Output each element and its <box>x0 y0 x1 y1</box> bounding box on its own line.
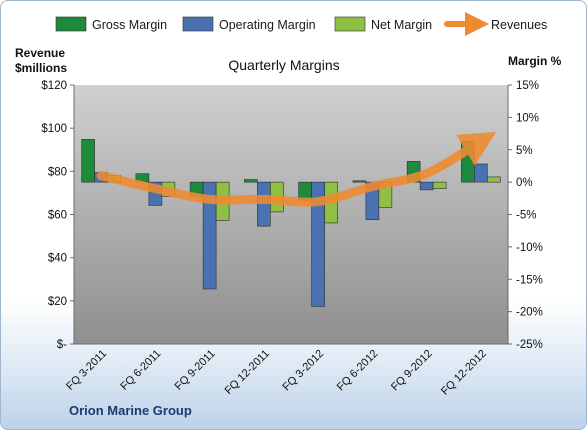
right-axis-title: Margin % <box>508 54 562 68</box>
right-tick-label: -15% <box>516 274 543 286</box>
bar-gross-margin <box>81 139 95 183</box>
bar-operating-margin <box>257 181 271 227</box>
plot-area <box>74 85 508 344</box>
x-tick-label: FQ 9-2012 <box>389 348 435 394</box>
x-tick-label: FQ 3-2011 <box>64 348 109 393</box>
left-tick-label: $120 <box>41 80 67 92</box>
bar-operating-margin <box>311 181 325 307</box>
legend-item-gross-margin: Gross Margin <box>55 16 167 32</box>
x-tick-label: FQ 12-2012 <box>439 348 489 398</box>
bar-operating-margin <box>419 181 434 191</box>
right-tick-label: 10% <box>516 112 539 124</box>
legend-label-revenues: Revenues <box>491 18 547 32</box>
right-tick-label: 5% <box>516 145 533 157</box>
left-tick-label: $80 <box>48 166 67 178</box>
legend-label-gross-margin: Gross Margin <box>92 18 167 32</box>
right-tick-label: -10% <box>516 242 543 254</box>
left-tick-label: $100 <box>41 123 67 135</box>
legend-swatch-operating-margin <box>182 16 214 32</box>
left-axis-title-line1: Revenue <box>15 46 65 60</box>
legend-swatch-net-margin <box>334 16 366 32</box>
legend-label-operating-margin: Operating Margin <box>219 18 316 32</box>
left-tick-label: $60 <box>48 210 67 222</box>
x-tick-label: FQ 9-2011 <box>173 348 218 393</box>
bar-operating-margin <box>202 181 217 290</box>
left-tick-label: $20 <box>48 296 67 308</box>
bar-net-margin <box>432 181 447 189</box>
x-tick-label: FQ 3-2012 <box>281 348 327 394</box>
x-tick-label: FQ 12-2011 <box>223 348 272 397</box>
bar-operating-margin <box>474 163 488 183</box>
company-name: Orion Marine Group <box>69 403 192 418</box>
legend-item-revenues: Revenues <box>444 12 547 36</box>
right-tick-label: -5% <box>516 210 536 222</box>
right-tick-label: -20% <box>516 307 543 319</box>
x-tick-label: FQ 6-2012 <box>335 348 381 394</box>
axes: $- $20 $40 $60 $80 $100 $120 -25% -20% -15% -10% -5… <box>41 80 542 351</box>
right-tick-label: 0% <box>516 177 533 189</box>
legend-swatch-gross-margin <box>55 16 87 32</box>
legend-label-net-margin: Net Margin <box>371 18 432 32</box>
x-tick-labels: FQ 3-2011 FQ 6-2011 FQ 9-2011 FQ 12-2011 FQ … <box>64 348 489 398</box>
legend-item-net-margin: Net Margin <box>334 16 432 32</box>
right-tick-label: -25% <box>516 339 543 351</box>
left-axis-title-line2: $millions <box>15 61 67 75</box>
legend: Gross Margin Operating Margin Net Margin… <box>55 12 547 36</box>
left-tick-label: $40 <box>48 253 67 265</box>
bar-gross-margin <box>352 180 367 183</box>
left-tick-label: $- <box>57 339 67 351</box>
right-tick-label: 15% <box>516 80 539 92</box>
legend-item-operating-margin: Operating Margin <box>182 16 316 32</box>
bar-gross-margin <box>244 179 258 183</box>
revenue-line <box>96 131 497 207</box>
revenues-line <box>96 131 497 207</box>
chart-title: Quarterly Margins <box>228 57 339 73</box>
bar-net-margin <box>487 176 501 183</box>
x-tick-label: FQ 6-2011 <box>118 348 163 393</box>
